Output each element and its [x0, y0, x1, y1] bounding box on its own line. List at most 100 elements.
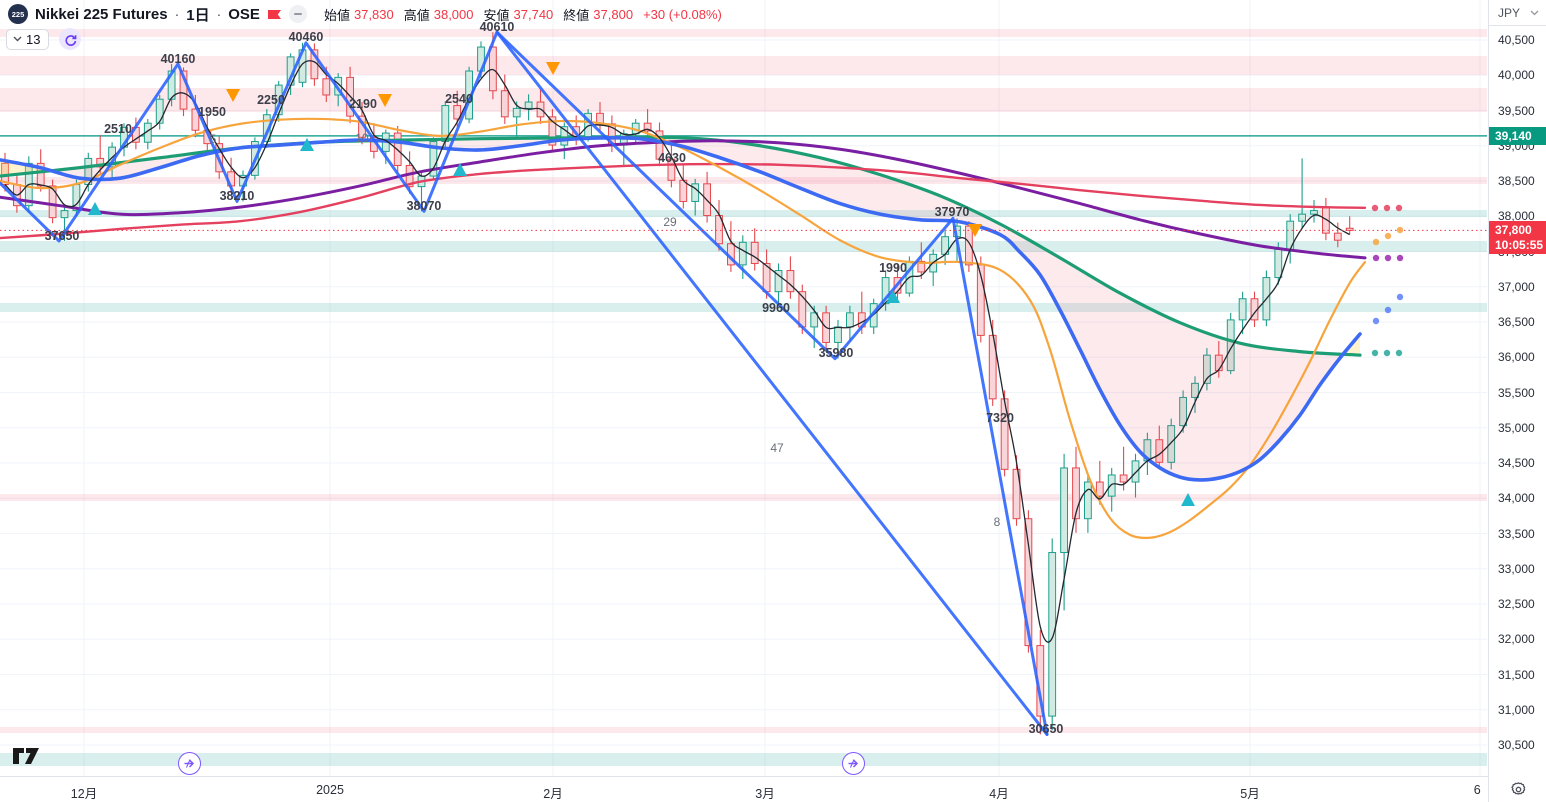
- price-tick: 38,000: [1498, 209, 1535, 224]
- candle-body: [1238, 298, 1247, 321]
- time-tick: 3月: [755, 787, 775, 801]
- candle-body: [738, 241, 747, 266]
- candle-body: [1167, 425, 1176, 463]
- ma-line-blue: [0, 135, 1362, 482]
- price-chart-canvas[interactable]: 37650 40160 38210 40460 38070 40610 35980 37970…: [0, 0, 1488, 776]
- flag-icon[interactable]: [267, 8, 282, 21]
- indicator-value-button[interactable]: 13: [6, 28, 50, 50]
- candle-body: [36, 162, 45, 187]
- candle-body: [881, 277, 890, 305]
- interval-label[interactable]: 1日: [186, 6, 210, 24]
- candle-body: [1345, 227, 1354, 231]
- zigzag-line[interactable]: [0, 30, 1049, 736]
- candle-body: [60, 210, 69, 219]
- ma-projection-dot: [1395, 204, 1403, 212]
- symbol-title[interactable]: Nikkei 225 Futures: [35, 5, 168, 23]
- candle-body: [810, 312, 819, 328]
- candle-body: [429, 141, 438, 177]
- zigzag-deep-line[interactable]: [495, 30, 1049, 736]
- swing-range-label: 2250: [257, 93, 285, 107]
- pivot-price-label: 35980: [819, 346, 854, 360]
- candle-body: [846, 312, 854, 328]
- ma-projection-dot: [1371, 349, 1379, 357]
- candle-body: [453, 105, 462, 120]
- price-tick: 36,000: [1498, 350, 1535, 365]
- price-tick: 40,500: [1498, 33, 1535, 47]
- axis-settings-gear-icon[interactable]: [1489, 777, 1546, 802]
- exchange-label[interactable]: OSE: [228, 5, 260, 23]
- last-price-badge: 37,800 10:05:55: [1489, 221, 1546, 255]
- pivot-price-label: 38070: [407, 199, 442, 213]
- price-tick: 33,000: [1498, 561, 1535, 576]
- price-axis[interactable]: JPY 40,500 40,000 39,500 39,000 38,500 38,000…: [1488, 0, 1546, 802]
- candle-body: [1060, 467, 1068, 554]
- candle-body: [524, 101, 533, 109]
- price-tick: 31,500: [1498, 667, 1535, 682]
- ma-projection-dot: [1372, 317, 1380, 325]
- tradingview-logo[interactable]: [12, 746, 42, 771]
- ma-projection-dot: [1371, 204, 1379, 212]
- ma-projection-dot: [1396, 254, 1404, 262]
- buy-signal-triangle-icon: [300, 138, 314, 151]
- price-tick: 34,000: [1498, 491, 1535, 506]
- price-tick: 40,000: [1498, 68, 1535, 83]
- swing-count-label: 47: [770, 441, 784, 455]
- symbol-logo: 225: [8, 4, 28, 24]
- time-tick: 6月: [1473, 783, 1487, 802]
- ma-line-fast-black: [4, 60, 1351, 643]
- swing-range-label: 4630: [658, 151, 686, 165]
- candle-body: [965, 225, 973, 266]
- candle-body: [643, 122, 652, 132]
- buy-signal-triangle-icon: [886, 290, 900, 303]
- time-axis[interactable]: 12月 2025 2月 3月 4月 5月 6月: [0, 776, 1488, 802]
- candle-body: [1274, 248, 1283, 279]
- candle-body: [691, 183, 700, 202]
- ma-projection-dot: [1395, 349, 1403, 357]
- currency-selector[interactable]: JPY: [1489, 0, 1546, 26]
- pivot-price-label: 40610: [480, 20, 515, 34]
- price-tick: 31,000: [1498, 702, 1535, 717]
- price-tick: 33,500: [1498, 526, 1535, 541]
- replay-marker-icon[interactable]: [842, 752, 865, 775]
- candle-body: [1119, 474, 1128, 483]
- ma-projection-dot: [1384, 232, 1392, 240]
- high-value: 38,000: [433, 6, 474, 22]
- candle-body: [655, 130, 664, 160]
- open-value: 37,830: [353, 6, 394, 22]
- candle-body: [1095, 481, 1104, 497]
- candle-body: [1024, 518, 1033, 647]
- candle-body: [500, 90, 509, 118]
- replay-marker-icon[interactable]: [178, 752, 201, 775]
- indicator-toolbar: 13: [6, 28, 82, 50]
- change-value: +30 (+0.08%): [643, 6, 722, 22]
- swing-range-label: 7320: [986, 411, 1014, 425]
- candle-body: [96, 157, 105, 168]
- collapse-legend-icon[interactable]: [288, 5, 307, 23]
- swing-count-label: 8: [994, 515, 1001, 529]
- low-value: 37,740: [513, 6, 554, 22]
- candle-body: [1048, 552, 1057, 717]
- candle-body: [548, 116, 557, 146]
- time-tick: 12月: [70, 787, 98, 801]
- currency-label: JPY: [1498, 5, 1521, 20]
- candle-body: [512, 107, 521, 118]
- chevron-down-icon: [1530, 10, 1539, 15]
- candle-body: [179, 70, 188, 110]
- swing-range-label: 2540: [445, 92, 473, 106]
- chart-legend-header: 225 Nikkei 225 Futures · 1日 · OSE 始値 37,8…: [8, 3, 722, 25]
- price-tick: 35,000: [1498, 420, 1535, 435]
- buy-signal-triangle-icon: [88, 202, 102, 215]
- candle-body: [322, 78, 331, 96]
- candle-body: [1107, 474, 1116, 497]
- price-tick: 39,500: [1498, 103, 1535, 118]
- candle-body: [191, 108, 200, 131]
- candle-body: [1310, 210, 1318, 215]
- candle-body: [786, 270, 795, 293]
- refresh-icon[interactable]: [59, 28, 82, 50]
- ma-projection-dot: [1396, 293, 1404, 301]
- price-tick: 32,500: [1498, 597, 1535, 611]
- ma-line-crimson: [0, 162, 1367, 240]
- swing-count-label: 5: [210, 132, 217, 146]
- pivot-price-label: 40460: [289, 30, 324, 44]
- swing-count-label: 29: [663, 215, 677, 229]
